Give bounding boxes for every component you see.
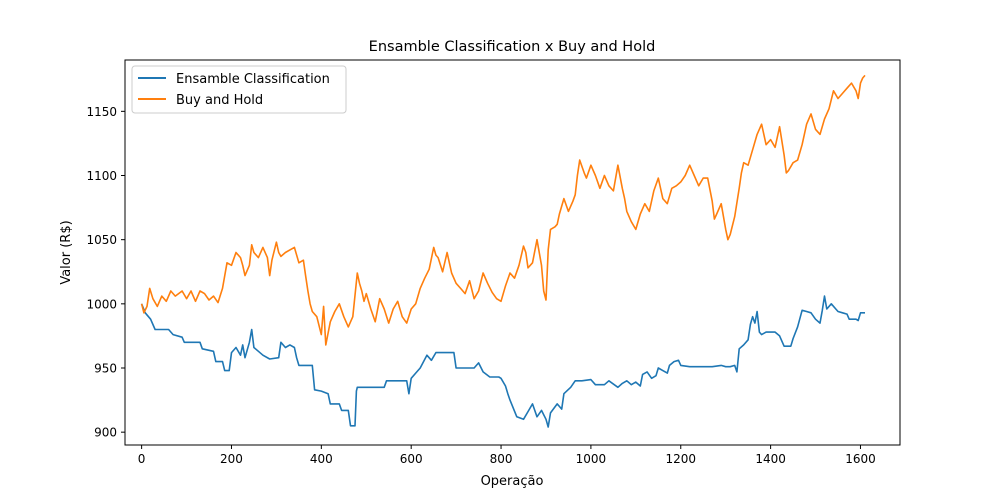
series-lines [140,74,866,428]
y-tick-label: 950 [94,362,117,376]
x-tick-label: 1400 [755,452,786,466]
legend-box [131,65,347,114]
x-axis: 0 200 400 600 800 1000 1200 1400 1600 [138,445,876,466]
y-tick-label: 1000 [86,297,117,311]
x-tick-label: 1000 [576,452,607,466]
x-tick-label: 0 [138,452,146,466]
y-axis: 900 950 1000 1050 1100 1150 [86,105,125,440]
x-tick-label: 800 [490,452,513,466]
x-tick-label: 600 [400,452,423,466]
chart-title: Ensamble Classification x Buy and Hold [369,39,656,55]
x-tick-label: 400 [310,452,333,466]
legend-label-ensamble: Ensamble Classification [176,72,330,87]
x-tick-label: 200 [220,452,243,466]
series-line-buy-and-hold [140,74,866,346]
x-axis-label: Operação [481,474,544,489]
y-tick-label: 900 [94,426,117,440]
legend: Ensamble Classification Buy and Hold [131,65,347,114]
series-line-ensamble-classification [140,295,865,428]
y-tick-label: 1100 [86,169,117,183]
x-tick-label: 1200 [665,452,696,466]
y-axis-label: Valor (R$) [59,220,74,284]
y-tick-label: 1150 [86,105,117,119]
x-tick-label: 1600 [845,452,876,466]
y-tick-label: 1050 [86,233,117,247]
legend-label-buy-and-hold: Buy and Hold [176,93,263,108]
plot-area [124,59,901,446]
